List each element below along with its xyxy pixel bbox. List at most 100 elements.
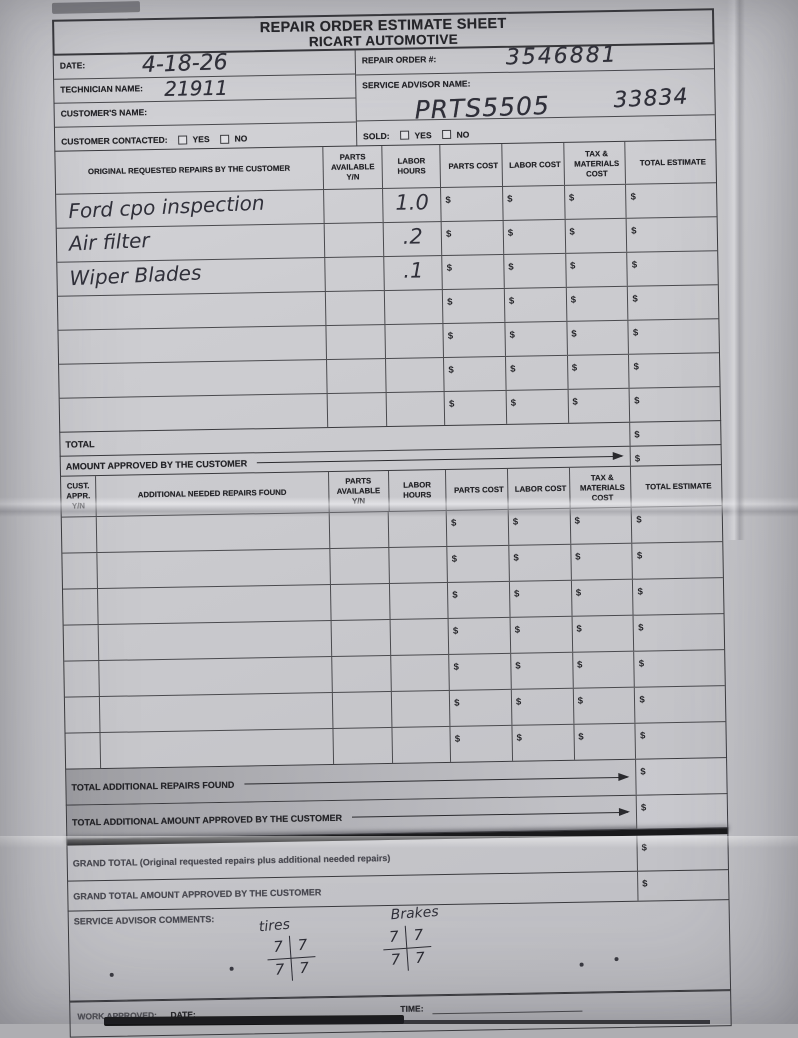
dollar-sign: $: [513, 517, 518, 528]
dollar-sign: $: [576, 588, 581, 599]
dollar-sign: $: [641, 803, 646, 814]
dollar-sign: $: [632, 294, 637, 305]
customer-contacted-no-checkbox: [220, 134, 229, 143]
dollar-sign: $: [517, 733, 522, 744]
repair-order-form: REPAIR ORDER ESTIMATE SHEET RICART AUTOM…: [52, 8, 732, 1037]
dollar-sign: $: [509, 330, 514, 341]
col-tax-materials: TAX & MATERIALS COST: [569, 467, 631, 508]
additional-repairs-table: CUST. APPR. Y/N ADDITIONAL NEEDED REPAIR…: [60, 465, 727, 770]
form-bottom-border-cutoff: [380, 1020, 710, 1024]
dollar-sign: $: [638, 623, 643, 634]
tread-value: 7: [382, 926, 408, 951]
customer-name-label: CUSTOMER'S NAME:: [61, 107, 148, 119]
dollar-sign: $: [452, 554, 457, 565]
tread-value: 7: [266, 936, 292, 961]
col-tax-materials: TAX & MATERIALS COST: [563, 142, 625, 185]
customer-contacted-label: CUSTOMER CONTACTED:: [61, 135, 168, 147]
dollar-sign: $: [515, 625, 520, 636]
service-advisor-comments: SERVICE ADVISOR COMMENTS: tires 7 7 7 7 …: [68, 900, 731, 1002]
total-additional-repairs-label: TOTAL ADDITIONAL REPAIRS FOUND: [71, 779, 234, 792]
dollar-sign: $: [453, 626, 458, 637]
dollar-sign: $: [575, 552, 580, 563]
dollar-sign: $: [639, 695, 644, 706]
total-additional-approved-label: TOTAL ADDITIONAL AMOUNT APPROVED BY THE …: [72, 812, 342, 827]
repair-order-handwritten-value: 3546881: [505, 42, 618, 70]
original-repairs-table: ORIGINAL REQUESTED REPAIRS BY THE CUSTOM…: [54, 140, 721, 433]
comment-note-title: tires: [258, 917, 290, 936]
labor-hours-value: 1.0: [384, 190, 441, 215]
labor-hours-value: .1: [385, 258, 442, 283]
no-label: NO: [456, 129, 469, 139]
dollar-sign: $: [637, 587, 642, 598]
service-advisor-handwritten-number: 33834: [613, 84, 689, 113]
dollar-sign: $: [510, 364, 515, 375]
service-advisor-field: SERVICE ADVISOR NAME: PRTS5505 33834: [356, 68, 715, 120]
dollar-sign: $: [578, 696, 583, 707]
dollar-sign: $: [642, 879, 647, 890]
dollar-sign: $: [639, 659, 644, 670]
dollar-sign: $: [571, 329, 576, 340]
amount-approved-label: AMOUNT APPROVED BY THE CUSTOMER: [66, 458, 248, 471]
yes-label: YES: [414, 130, 431, 140]
dollar-sign: $: [452, 590, 457, 601]
sold-yes-checkbox: [400, 131, 409, 140]
tread-value: 7: [290, 934, 316, 959]
stray-pen-mark: [230, 967, 234, 971]
dollar-sign: $: [632, 260, 637, 271]
customer-contacted-yes-checkbox: [178, 135, 187, 144]
stray-pen-mark: [614, 957, 618, 961]
sold-label: SOLD:: [363, 130, 390, 140]
dollar-sign: $: [572, 397, 577, 408]
dollar-sign: $: [447, 297, 452, 308]
dollar-sign: $: [451, 518, 456, 529]
col-labor-cost: LABOR COST: [501, 143, 563, 186]
dollar-sign: $: [574, 516, 579, 527]
col-labor-hours: LABOR HOURS: [382, 145, 440, 188]
tread-value: 7: [407, 947, 432, 971]
dollar-sign: $: [508, 228, 513, 239]
dollar-sign: $: [448, 365, 453, 376]
dollar-sign: $: [516, 697, 521, 708]
right-arrow: [352, 812, 628, 818]
comment-note-title: Brakes: [390, 904, 439, 923]
dollar-sign: $: [569, 227, 574, 238]
yes-label: YES: [192, 134, 209, 144]
dollar-sign: $: [509, 296, 514, 307]
tread-value: 7: [383, 949, 408, 973]
dollar-sign: $: [636, 515, 641, 526]
dollar-sign: $: [511, 398, 516, 409]
dollar-sign: $: [449, 399, 454, 410]
dollar-sign: $: [515, 661, 520, 672]
repair-description: Air filter: [68, 228, 150, 255]
dollar-sign: $: [454, 698, 459, 709]
dollar-sign: $: [634, 430, 639, 441]
footer-time-label: TIME:: [400, 1003, 423, 1013]
header-right-column: REPAIR ORDER #: 3546881 SERVICE ADVISOR …: [356, 44, 716, 145]
dollar-sign: $: [634, 396, 639, 407]
dollar-sign: $: [631, 226, 636, 237]
dollar-sign: $: [446, 229, 451, 240]
dollar-sign: $: [445, 195, 450, 206]
dollar-sign: $: [640, 767, 645, 778]
col-parts-cost: PARTS COST: [440, 144, 502, 187]
dollar-sign: $: [633, 328, 638, 339]
tread-value: 7: [406, 924, 432, 949]
dollar-sign: $: [637, 551, 642, 562]
sold-no-checkbox: [443, 130, 452, 139]
dollar-sign: $: [513, 553, 518, 564]
tread-depth-diagram: 7 7 7 7: [382, 924, 433, 972]
comments-label: SERVICE ADVISOR COMMENTS:: [74, 914, 215, 926]
header-info: DATE: 4-18-26 TECHNICIAN NAME: 21911 CUS…: [53, 44, 717, 152]
date-handwritten-value: 4-18-26: [141, 50, 228, 78]
stray-pen-mark: [110, 973, 114, 977]
col-total-estimate: TOTAL ESTIMATE: [630, 465, 721, 507]
dollar-sign: $: [507, 194, 512, 205]
col-total-estimate: TOTAL ESTIMATE: [625, 140, 716, 184]
date-label: DATE:: [60, 60, 86, 70]
dollar-sign: $: [642, 843, 647, 854]
technician-label: TECHNICIAN NAME:: [60, 83, 143, 94]
dollar-sign: $: [572, 363, 577, 374]
service-advisor-label: SERVICE ADVISOR NAME:: [362, 79, 470, 91]
col-parts-cost: PARTS COST: [445, 469, 507, 510]
dollar-sign: $: [578, 732, 583, 743]
